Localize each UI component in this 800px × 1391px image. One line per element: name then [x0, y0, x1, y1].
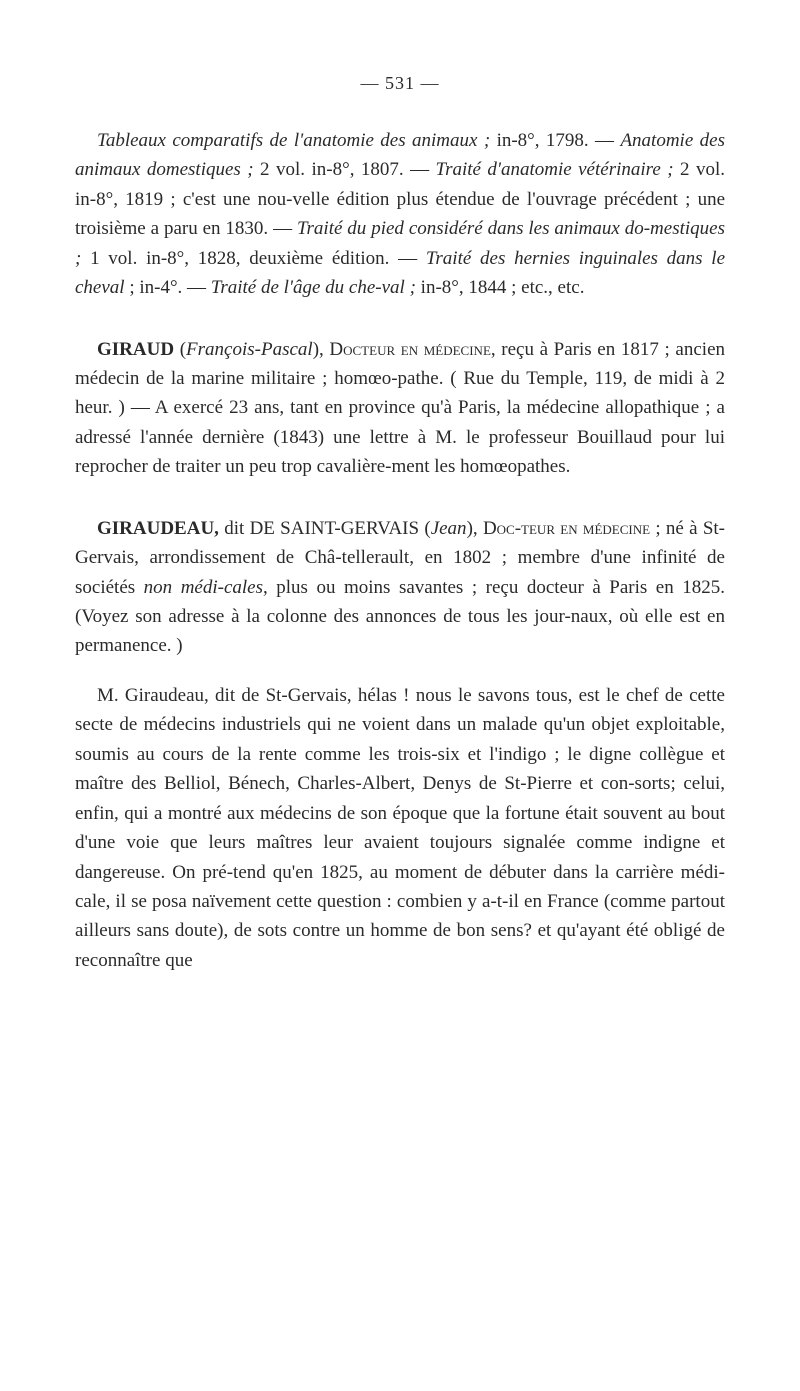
paren-open: ( [174, 339, 186, 360]
entry-gap-1 [75, 323, 725, 335]
text-giraudeau-1: dit DE SAINT-GERVAIS ( [219, 518, 431, 539]
entry-name-giraud: GIRAUD [97, 339, 174, 360]
paragraph-giraudeau-bio: M. Giraudeau, dit de St-Gervais, hélas !… [75, 681, 725, 975]
entry-giraudeau: GIRAUDEAU, dit DE SAINT-GERVAIS (Jean), … [75, 514, 725, 661]
work-text-6: in-8°, 1844 ; etc., etc. [416, 277, 585, 298]
text-giraudeau-2: ), [467, 518, 483, 539]
firstname-giraud: François-Pascal [186, 339, 313, 360]
title-giraud: Docteur en médecine [329, 339, 490, 360]
page-number: — 531 — [75, 70, 725, 98]
work-title-1: Tableaux comparatifs de l'anatomie des a… [97, 130, 490, 151]
work-text-1: in-8°, 1798. — [490, 130, 620, 151]
work-text-4: 1 vol. in-8°, 1828, deuxième édition. — [81, 248, 426, 269]
entry-giraud: GIRAUD (François-Pascal), Docteur en méd… [75, 335, 725, 482]
work-text-2: 2 vol. in-8°, 1807. — [254, 159, 436, 180]
title-giraudeau: Doc-teur en médecine [483, 518, 650, 539]
entry-name-giraudeau: GIRAUDEAU, [97, 518, 219, 539]
page-container: — 531 — Tableaux comparatifs de l'anatom… [0, 0, 800, 1055]
firstname-giraudeau: Jean [431, 518, 467, 539]
paragraph-works: Tableaux comparatifs de l'anatomie des a… [75, 126, 725, 303]
work-title-6: Traité de l'âge du che-val ; [211, 277, 416, 298]
bio-text: M. Giraudeau, dit de St-Gervais, hélas !… [75, 685, 725, 971]
work-text-5: ; in-4°. — [125, 277, 211, 298]
nonmed-italic: non médi-cales [144, 577, 263, 598]
work-title-3: Traité d'anatomie vétérinaire ; [436, 159, 674, 180]
entry-gap-2 [75, 502, 725, 514]
paren-close: ), [313, 339, 330, 360]
